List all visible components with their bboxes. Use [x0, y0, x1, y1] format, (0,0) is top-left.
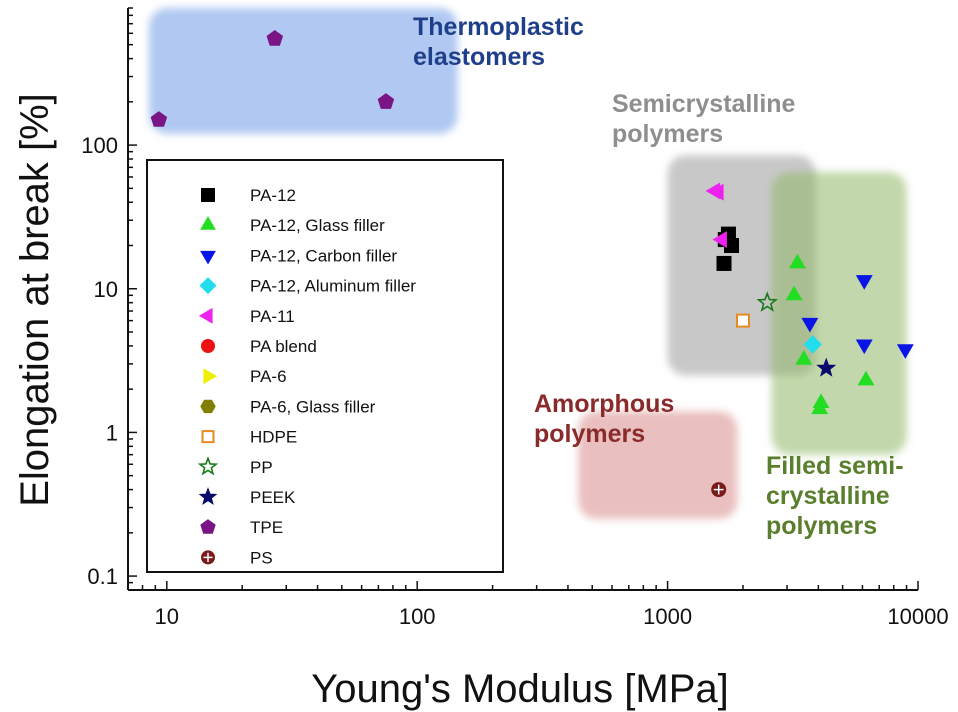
- legend-marker-1: [200, 216, 216, 230]
- region-label-3-1: polymers: [534, 420, 645, 448]
- legend: PA-12 PA-12, Glass filler PA-12, Carbon fi…: [146, 159, 504, 573]
- x-tick-label: 10: [155, 604, 179, 629]
- point-10-0: [816, 357, 837, 377]
- legend-label-9: PP: [250, 458, 273, 477]
- legend-marker-4: [198, 307, 213, 324]
- legend-label-6: PA-6: [250, 367, 287, 386]
- point-11-1: [266, 30, 284, 46]
- y-tick-label: 0.1: [87, 564, 118, 589]
- point-2-3: [896, 344, 914, 359]
- legend-marker-3: [199, 277, 217, 295]
- y-axis-title: Elongation at break [%]: [13, 93, 57, 507]
- legend-marker-8: [201, 430, 215, 444]
- legend-marker-0: [201, 188, 215, 202]
- point-4-1: [708, 183, 724, 201]
- region-label-1-1: polymers: [612, 120, 723, 148]
- region-label-2-0: Filled semi-: [766, 452, 904, 480]
- point-12-0: [711, 482, 727, 498]
- region-label-0-0: Thermoplastic: [413, 13, 584, 41]
- region-label-0-1: elastomers: [413, 43, 545, 71]
- data-points: [150, 30, 914, 498]
- legend-label-7: PA-6, Glass filler: [250, 397, 376, 416]
- x-tick-label: 1000: [643, 604, 692, 629]
- point-2-0: [855, 275, 873, 290]
- x-tick-label: 10000: [887, 604, 948, 629]
- point-1-2: [795, 350, 813, 365]
- legend-marker-7: [200, 399, 216, 414]
- point-1-5: [857, 370, 875, 386]
- legend-label-4: PA-11: [250, 307, 295, 326]
- point-0-3: [716, 255, 732, 271]
- point-4-2: [712, 231, 727, 249]
- point-9-0: [756, 291, 779, 312]
- axes: 10 100 1000 10000 0.1 1 10 100 Young's Modulus…: [13, 7, 949, 711]
- point-11-0: [150, 111, 168, 127]
- legend-marker-9: [197, 456, 219, 476]
- point-3-0: [803, 335, 822, 354]
- region-2: [771, 171, 907, 455]
- region-3: [578, 411, 738, 519]
- legend-marker-6: [203, 368, 218, 385]
- point-1-4: [811, 399, 829, 415]
- y-tick-label: 10: [94, 277, 118, 302]
- region-label-2-2: polymers: [766, 512, 877, 540]
- legend-label-5: PA blend: [250, 337, 317, 356]
- y-ticks: 0.1 1 10 100: [81, 7, 137, 591]
- point-11-2: [377, 93, 395, 109]
- legend-label-1: PA-12, Glass filler: [250, 216, 385, 235]
- x-tick-label: 100: [399, 604, 436, 629]
- region-0: [149, 8, 458, 134]
- legend-label-11: TPE: [250, 518, 283, 537]
- y-tick-label: 1: [106, 420, 118, 445]
- legend-marker-11: [200, 519, 216, 534]
- x-axis-title: Young's Modulus [MPa]: [311, 667, 729, 711]
- legend-label-3: PA-12, Aluminum filler: [250, 277, 416, 296]
- legend-label-10: PEEK: [250, 488, 296, 507]
- region-label-3-0: Amorphous: [534, 390, 674, 418]
- region-label-1-0: Semicrystalline: [612, 90, 796, 118]
- legend-marker-2: [200, 250, 216, 265]
- point-1-0: [788, 253, 806, 269]
- x-ticks: 10 100 1000 10000: [127, 581, 949, 629]
- legend-label-8: HDPE: [250, 428, 297, 447]
- point-2-1: [801, 317, 819, 333]
- region-label-2-1: crystalline: [766, 482, 890, 510]
- legend-label-0: PA-12: [250, 186, 296, 205]
- legend-label-12: PS: [250, 548, 273, 567]
- point-8-0: [735, 313, 750, 328]
- point-1-1: [785, 285, 803, 301]
- region-layer: ThermoplasticelastomersSemicrystallinepo…: [149, 8, 907, 540]
- point-2-2: [855, 339, 873, 355]
- legend-marker-5: [201, 339, 215, 353]
- legend-marker-12: [201, 550, 215, 565]
- legend-marker-10: [198, 487, 218, 505]
- y-tick-label: 100: [81, 133, 118, 158]
- legend-label-2: PA-12, Carbon filler: [250, 246, 397, 265]
